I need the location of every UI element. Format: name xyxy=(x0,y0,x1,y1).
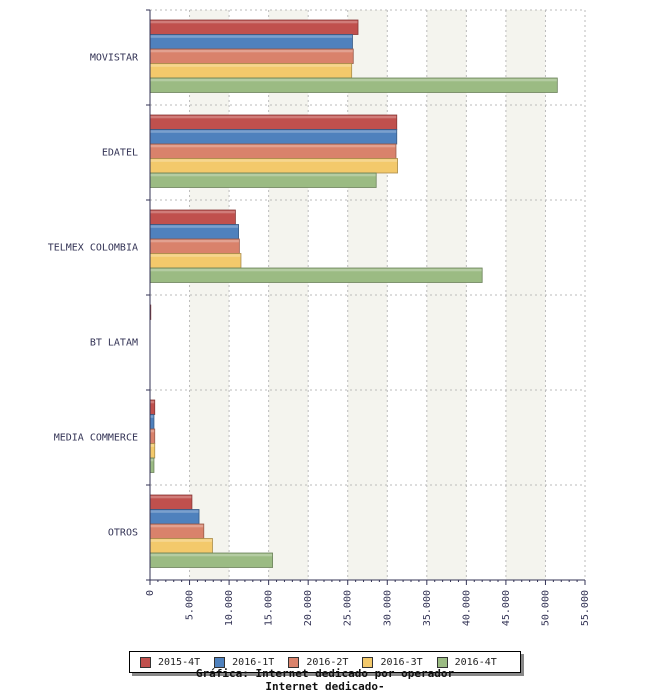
bar-highlight xyxy=(150,495,192,499)
bar-highlight xyxy=(150,444,155,447)
bar-highlight xyxy=(150,225,239,228)
legend-swatch xyxy=(362,656,374,668)
bar-highlight xyxy=(150,173,376,177)
x-tick-label: 35.000 xyxy=(422,590,433,626)
category-label: OTROS xyxy=(108,528,138,539)
bar-highlight xyxy=(150,429,155,433)
bar-highlight xyxy=(150,458,154,462)
bar-highlight xyxy=(150,539,212,542)
bar-highlight xyxy=(150,415,154,418)
bar-highlight xyxy=(150,78,557,82)
grid-band xyxy=(268,10,309,580)
legend-label: 2016-1T xyxy=(232,656,275,668)
chart-subtitle: Gráfica: Internet dedicado por operador xyxy=(195,667,455,680)
bar-highlight xyxy=(150,268,482,272)
legend-label: 2016-2T xyxy=(306,656,349,668)
category-label: MEDIA COMMERCE xyxy=(54,433,138,444)
x-tick-label: 40.000 xyxy=(461,590,472,626)
category-label: TELMEX COLOMBIA xyxy=(48,243,138,254)
x-tick-label: 50.000 xyxy=(540,590,551,626)
bar-highlight xyxy=(150,239,239,243)
bar-highlight xyxy=(150,144,396,148)
bar-highlight xyxy=(150,510,199,513)
bar-highlight xyxy=(150,159,398,162)
legend: 2015-4T 2016-1T 2016-2T 2016-3T 2016-4T xyxy=(129,651,521,673)
legend-swatch xyxy=(288,656,300,668)
chart-title: Internet dedicado- xyxy=(265,680,385,693)
legend-item: 2015-4T xyxy=(140,656,201,668)
legend-item: 2016-1T xyxy=(214,656,275,668)
bar-highlight xyxy=(150,254,241,257)
legend-swatch xyxy=(436,656,448,668)
x-tick-label: 20.000 xyxy=(303,590,314,626)
bar-highlight xyxy=(150,130,397,133)
legend-label: 2016-3T xyxy=(380,656,423,668)
legend-item: 2016-4T xyxy=(436,656,497,668)
legend-swatch xyxy=(214,656,226,668)
category-label: BT LATAM xyxy=(90,338,138,349)
legend-item: 2016-3T xyxy=(362,656,423,668)
legend-label: 2016-4T xyxy=(454,656,497,668)
category-label: MOVISTAR xyxy=(90,53,139,64)
legend-item: 2016-2T xyxy=(288,656,349,668)
x-tick-label: 5.000 xyxy=(185,590,196,620)
bar-highlight xyxy=(150,524,204,528)
bar-highlight xyxy=(150,64,352,67)
legend-swatch xyxy=(140,656,151,668)
legend-label: 2015-4T xyxy=(158,656,201,668)
x-tick-label: 55.000 xyxy=(580,590,591,626)
bar-highlight xyxy=(150,553,273,557)
x-tick-label: 15.000 xyxy=(264,590,275,626)
bar-highlight xyxy=(150,20,358,24)
x-tick-label: 10.000 xyxy=(224,590,235,626)
bar-highlight xyxy=(150,115,397,119)
x-tick-label: 45.000 xyxy=(501,590,512,626)
bar-highlight xyxy=(150,210,235,214)
x-tick-label: 0 xyxy=(145,590,156,596)
x-tick-label: 30.000 xyxy=(382,590,393,626)
bar-highlight xyxy=(150,49,353,53)
x-tick-label: 25.000 xyxy=(343,590,354,626)
category-label: EDATEL xyxy=(102,148,138,159)
bar-highlight xyxy=(150,35,352,38)
bar-highlight xyxy=(150,400,155,404)
